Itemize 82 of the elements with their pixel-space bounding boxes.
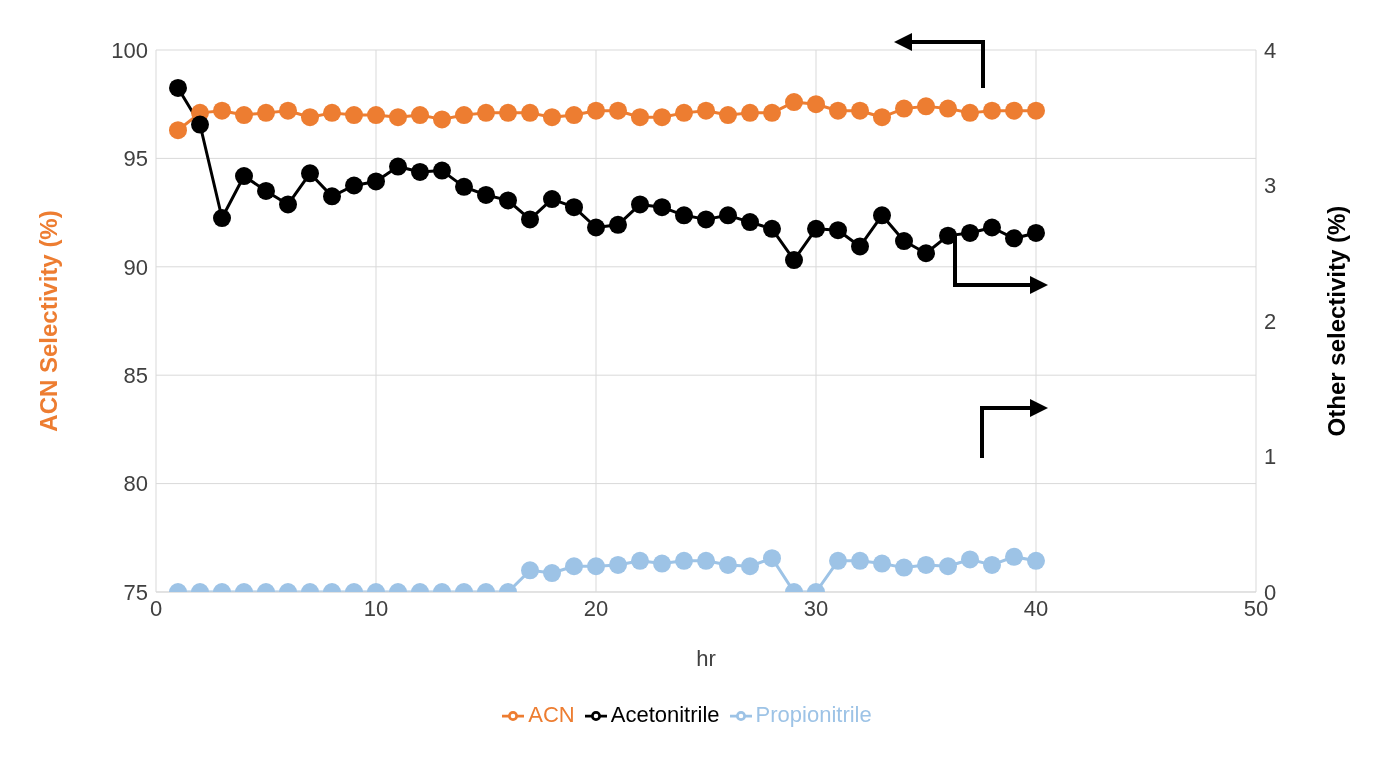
point — [367, 172, 385, 191]
point — [763, 549, 781, 568]
point — [521, 561, 539, 580]
point — [741, 213, 759, 232]
point — [521, 210, 539, 229]
point — [983, 218, 1001, 237]
point — [609, 215, 627, 234]
point — [983, 555, 1001, 574]
y-tick-label: 80 — [123, 471, 148, 497]
point — [741, 557, 759, 576]
point — [763, 219, 781, 238]
y-tick-label: 100 — [111, 37, 148, 63]
point — [323, 187, 341, 206]
y-tick-label: 75 — [123, 579, 148, 605]
y-tick-label: 90 — [123, 254, 148, 280]
x-axis-title: hr — [696, 645, 716, 671]
point — [829, 551, 847, 570]
y2-tick-label: 2 — [1264, 308, 1277, 334]
x-tick-label: 30 — [803, 595, 829, 621]
point — [961, 223, 979, 242]
point — [345, 176, 363, 195]
y2-tick-label: 3 — [1264, 173, 1277, 199]
point — [653, 198, 671, 217]
point — [851, 237, 869, 256]
point — [631, 195, 649, 214]
point — [895, 558, 913, 577]
point — [1005, 229, 1023, 248]
point — [565, 198, 583, 217]
point — [917, 555, 935, 574]
y2-tick-label: 1 — [1264, 444, 1277, 470]
point — [895, 232, 913, 251]
point — [873, 554, 891, 573]
point — [543, 190, 561, 209]
y-axis-title: ACN Selectivity (%) — [34, 210, 62, 432]
legend-label: ACN — [528, 702, 575, 727]
point — [653, 554, 671, 573]
point — [433, 161, 451, 180]
point — [719, 206, 737, 225]
point — [191, 115, 209, 134]
y-tick-label: 95 — [123, 146, 148, 172]
point — [477, 185, 495, 204]
point — [411, 162, 429, 181]
point — [785, 251, 803, 270]
point — [939, 557, 957, 576]
point — [697, 551, 715, 570]
point — [1027, 551, 1045, 570]
point — [697, 210, 715, 229]
point — [499, 191, 517, 210]
point — [213, 209, 231, 228]
legend-label: Acetonitrile — [610, 702, 720, 727]
point — [169, 78, 187, 97]
point — [455, 177, 473, 196]
point — [565, 557, 583, 576]
point — [301, 164, 319, 183]
y2-axis-title: Other selectivity (%) — [1322, 205, 1350, 437]
point — [675, 206, 693, 225]
point — [543, 564, 561, 583]
point — [873, 206, 891, 225]
point — [807, 219, 825, 238]
x-tick-label: 40 — [1023, 595, 1049, 621]
y2-tick-label: 4 — [1264, 37, 1277, 63]
point — [587, 557, 605, 576]
point — [1005, 547, 1023, 566]
point — [631, 551, 649, 570]
x-tick-label: 10 — [363, 595, 389, 621]
point — [609, 555, 627, 574]
point — [961, 550, 979, 569]
point — [1027, 223, 1045, 242]
point — [587, 218, 605, 237]
point — [719, 555, 737, 574]
point — [389, 157, 407, 176]
point — [257, 181, 275, 200]
x-tick-label: 20 — [583, 595, 609, 621]
point — [851, 551, 869, 570]
point — [917, 244, 935, 263]
y-tick-label: 85 — [123, 363, 148, 389]
point — [279, 195, 297, 214]
x-tick-label: 0 — [149, 595, 163, 621]
legend-label: Propionitrile — [755, 702, 872, 727]
point — [829, 221, 847, 240]
point — [675, 551, 693, 570]
point — [235, 167, 253, 186]
